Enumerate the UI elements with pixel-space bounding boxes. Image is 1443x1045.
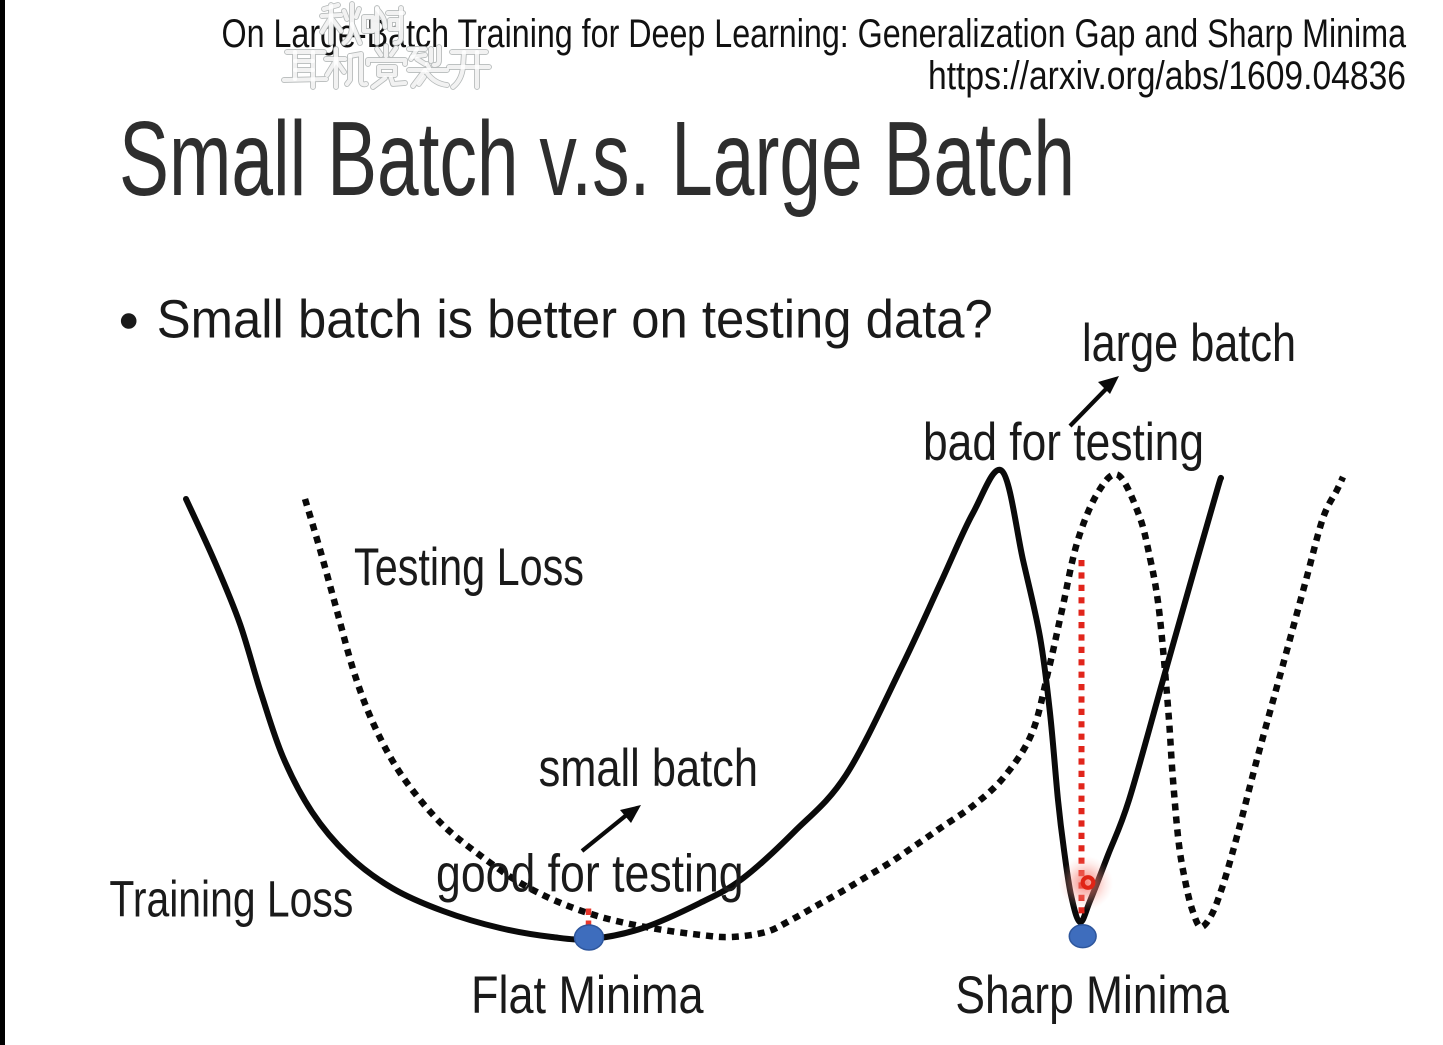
svg-text:Testing Loss: Testing Loss — [354, 538, 584, 597]
svg-text:Training Loss: Training Loss — [109, 871, 353, 928]
svg-text:Sharp Minima: Sharp Minima — [955, 966, 1229, 1025]
svg-text:bad for testing: bad for testing — [923, 413, 1204, 472]
svg-text:https://arxiv.org/abs/1609.048: https://arxiv.org/abs/1609.04836 — [928, 54, 1406, 98]
svg-text:good for testing: good for testing — [436, 845, 744, 904]
svg-text:Small batch is better on testi: Small batch is better on testing data? — [157, 289, 993, 349]
svg-text:small batch: small batch — [539, 739, 758, 798]
svg-text:Small Batch v.s. Large Batch: Small Batch v.s. Large Batch — [119, 100, 1075, 218]
svg-text:Flat Minima: Flat Minima — [471, 966, 704, 1025]
svg-text:large batch: large batch — [1082, 314, 1296, 373]
